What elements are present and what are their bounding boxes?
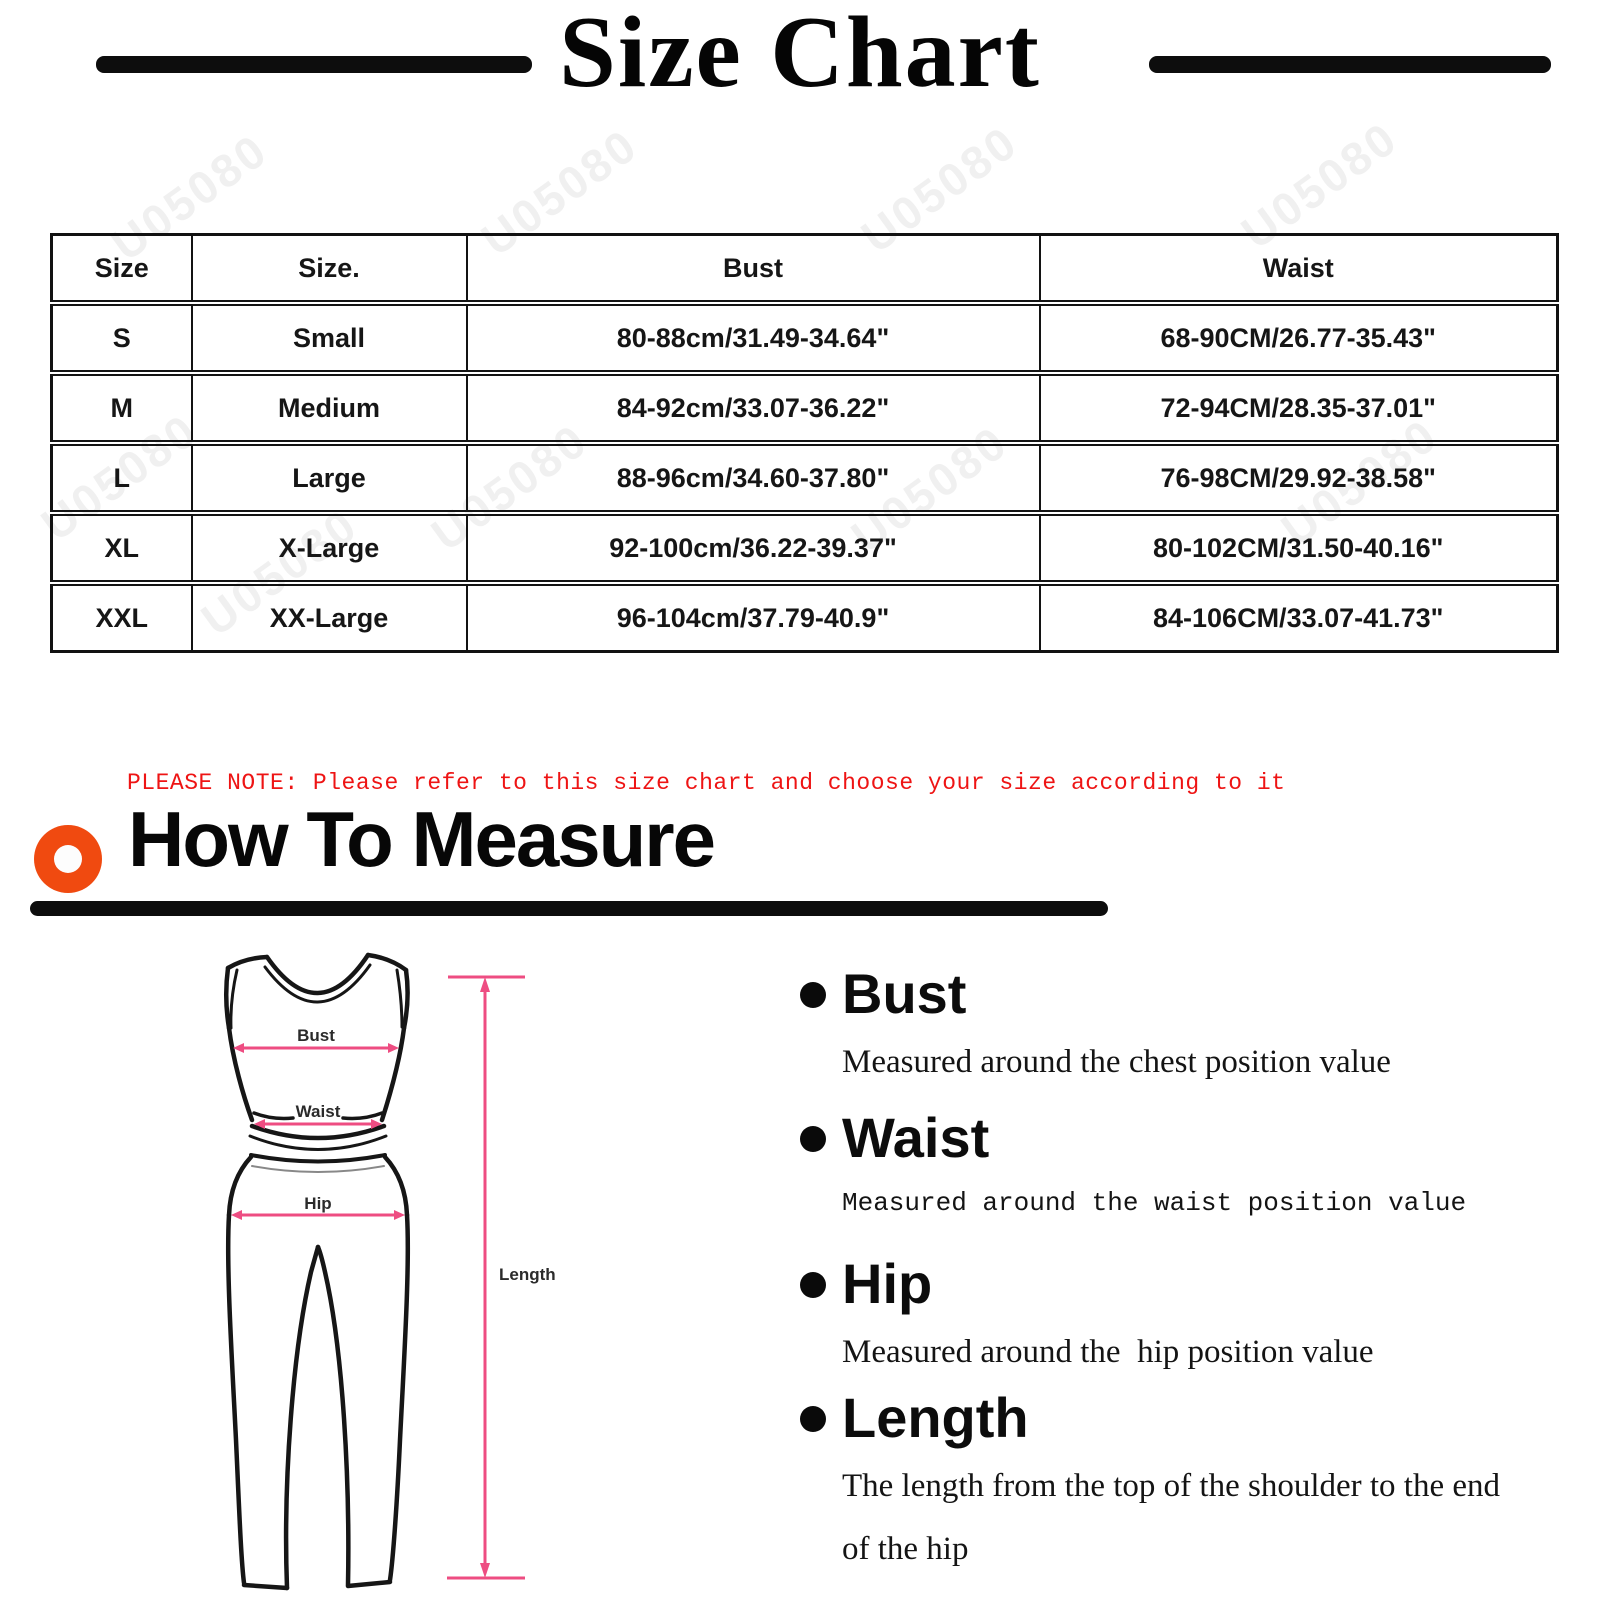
guide-term: Waist — [842, 1106, 990, 1169]
cell-bust: 88-96cm/34.60-37.80" — [465, 440, 1040, 513]
cell-size: XL — [51, 510, 192, 583]
cell-bust: 96-104cm/37.79-40.9" — [465, 580, 1040, 652]
cell-bust: 80-88cm/31.49-34.64" — [465, 300, 1040, 373]
col-header-size2: Size. — [190, 234, 467, 303]
table-row: XL X-Large 92-100cm/36.22-39.37" 80-102C… — [51, 510, 1558, 583]
cell-size: S — [51, 300, 192, 373]
cell-size: L — [51, 440, 192, 513]
guide-term: Bust — [842, 962, 967, 1025]
guide-desc: Measured around the hip position value — [842, 1334, 1374, 1370]
title-rule-right — [1149, 56, 1551, 73]
table-row: XXL XX-Large 96-104cm/37.79-40.9" 84-106… — [51, 580, 1558, 652]
cell-waist: 68-90CM/26.77-35.43" — [1038, 300, 1558, 373]
cell-name: XX-Large — [190, 580, 467, 652]
page-title: Size Chart — [559, 0, 1041, 109]
size-table: Size Size. Bust Waist S Small 80-88cm/31… — [50, 233, 1559, 653]
cell-name: Medium — [190, 370, 467, 443]
bullet-dot — [800, 1406, 826, 1432]
how-to-measure-title: How To Measure — [128, 795, 716, 883]
col-header-waist: Waist — [1038, 234, 1558, 303]
how-to-measure-underline — [30, 901, 1108, 916]
guide-desc: Measured around the chest position value — [842, 1044, 1391, 1080]
guide-desc: Measured around the waist position value — [842, 1188, 1467, 1218]
bullet-ring-icon — [34, 825, 102, 893]
title-rule-left — [96, 56, 532, 73]
col-header-bust: Bust — [465, 234, 1040, 303]
guide-term: Length — [842, 1386, 1029, 1449]
guide-item-length: Length The length from the top of the sh… — [842, 1390, 1542, 1580]
measurement-arrows — [231, 975, 525, 1580]
size-note: PLEASE NOTE: Please refer to this size c… — [127, 770, 1286, 796]
measurement-diagram: Bust Waist Hip Length — [224, 952, 556, 1591]
cell-name: Large — [190, 440, 467, 513]
col-header-size: Size — [94, 252, 149, 283]
cell-bust: 92-100cm/36.22-39.37" — [465, 510, 1040, 583]
bullet-dot — [800, 1126, 826, 1152]
cell-waist: 76-98CM/29.92-38.58" — [1038, 440, 1558, 513]
diagram-length-label: Length — [499, 1265, 556, 1284]
cell-bust: 84-92cm/33.07-36.22" — [465, 370, 1040, 443]
guide-term: Hip — [842, 1252, 933, 1315]
cell-waist: 84-106CM/33.07-41.73" — [1038, 580, 1558, 652]
garment-outline — [224, 952, 411, 1591]
table-row: S Small 80-88cm/31.49-34.64" 68-90CM/26.… — [51, 300, 1558, 373]
cell-name: Small — [190, 300, 467, 373]
bullet-dot — [800, 982, 826, 1008]
table-row: L Large 88-96cm/34.60-37.80" 76-98CM/29.… — [51, 440, 1558, 513]
guide-item-hip: Hip Measured around the hip position val… — [842, 1256, 1542, 1384]
cell-waist: 80-102CM/31.50-40.16" — [1038, 510, 1558, 583]
cell-waist: 72-94CM/28.35-37.01" — [1038, 370, 1558, 443]
diagram-labels: Bust Waist Hip Length — [296, 1026, 556, 1284]
cell-size: XXL — [51, 580, 192, 652]
cell-name: X-Large — [190, 510, 467, 583]
size-table-header-row: Size Size. Bust Waist — [52, 234, 1558, 303]
diagram-hip-label: Hip — [304, 1194, 331, 1213]
table-row: M Medium 84-92cm/33.07-36.22" 72-94CM/28… — [51, 370, 1558, 443]
guide-item-bust: Bust Measured around the chest position … — [842, 966, 1542, 1094]
diagram-bust-label: Bust — [297, 1026, 335, 1045]
bullet-dot — [800, 1272, 826, 1298]
cell-size: M — [51, 370, 192, 443]
guide-item-waist: Waist Measured around the waist position… — [842, 1110, 1542, 1232]
guide-desc: The length from the top of the shoulder … — [842, 1468, 1509, 1567]
diagram-waist-label: Waist — [296, 1102, 341, 1121]
